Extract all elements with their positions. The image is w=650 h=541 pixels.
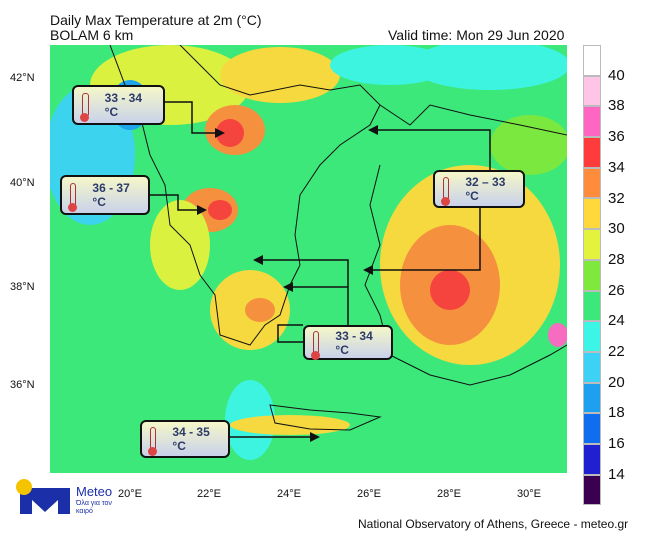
legend-label: 40: [608, 66, 625, 84]
lon-label: 30°E: [517, 488, 541, 500]
legend-label: 16: [608, 435, 625, 453]
legend-label: 20: [608, 373, 625, 391]
legend-swatch: [583, 290, 601, 322]
callout-label: 34 - 35 °C: [172, 425, 210, 453]
callout-label: 33 - 34 °C: [104, 91, 142, 119]
legend-label: 30: [608, 220, 625, 238]
callout-turkey-coast: 32 – 33 °C: [433, 170, 525, 208]
callout-crete: 34 - 35 °C: [140, 420, 230, 458]
legend-label: 38: [608, 97, 625, 115]
legend-swatch: [583, 259, 601, 291]
legend-swatch: [583, 413, 601, 444]
callout-label: 33 - 34 °C: [335, 328, 373, 357]
legend-label: 36: [608, 128, 625, 146]
arrowheads: [197, 125, 378, 442]
legend-swatch: [583, 474, 601, 506]
callout-label: 36 - 37 °C: [92, 181, 130, 209]
temperature-fields: [50, 45, 567, 460]
color-legend: [583, 45, 601, 506]
legend-swatch: [583, 45, 601, 76]
legend-swatch: [583, 106, 601, 138]
legend-swatch: [583, 198, 601, 230]
temperature-map: [50, 45, 567, 473]
callout-arrows: [150, 101, 491, 438]
legend-swatch: [583, 443, 601, 475]
legend-label: 22: [608, 343, 625, 360]
meteo-logo-mark: [16, 479, 70, 514]
logo-name: Meteo: [76, 484, 113, 499]
legend-label: 28: [608, 250, 625, 268]
legend-swatch: [583, 382, 601, 414]
legend-swatch: [583, 137, 601, 168]
lat-label: 38°N: [10, 281, 35, 293]
legend-label: 32: [608, 189, 625, 207]
valid-time: Valid time: Mon 29 Jun 2020: [388, 27, 565, 43]
legend-swatch: [583, 75, 601, 107]
thermometer-icon: [67, 183, 78, 212]
callout-label: 32 – 33 °C: [465, 175, 506, 203]
callout-northern-greece: 33 - 34 °C: [72, 85, 165, 125]
thermometer-icon: [310, 330, 321, 360]
thermometer-icon: [440, 177, 451, 206]
lat-label: 40°N: [10, 177, 35, 189]
legend-swatch: [583, 167, 601, 199]
meteo-logo: Meteo Όλα για τον καιρό: [14, 478, 112, 519]
logo-tagline: Όλα για τον καιρό: [76, 500, 112, 515]
legend-label: 34: [608, 158, 625, 176]
legend-label: 18: [608, 404, 625, 422]
legend-swatch: [583, 351, 601, 383]
legend-swatch: [583, 229, 601, 260]
callout-attica: 33 - 34 °C: [303, 325, 393, 360]
lat-label: 36°N: [10, 379, 35, 391]
thermometer-icon: [80, 93, 89, 122]
legend-label: 14: [608, 465, 625, 483]
lon-label: 28°E: [437, 488, 461, 500]
lon-label: 20°E: [118, 488, 142, 500]
legend-label: 26: [608, 281, 625, 299]
map-title: Daily Max Temperature at 2m (°C): [50, 12, 262, 28]
legend-swatch: [583, 321, 601, 352]
lon-label: 24°E: [277, 488, 301, 500]
model-name: BOLAM 6 km: [50, 27, 134, 43]
lon-label: 22°E: [197, 488, 221, 500]
lon-label: 26°E: [357, 488, 381, 500]
legend-label: 24: [608, 312, 625, 330]
footer-credit: National Observatory of Athens, Greece -…: [358, 517, 629, 531]
thermometer-icon: [147, 427, 158, 456]
callout-thessaly: 36 - 37 °C: [60, 175, 150, 215]
lat-label: 42°N: [10, 72, 35, 84]
